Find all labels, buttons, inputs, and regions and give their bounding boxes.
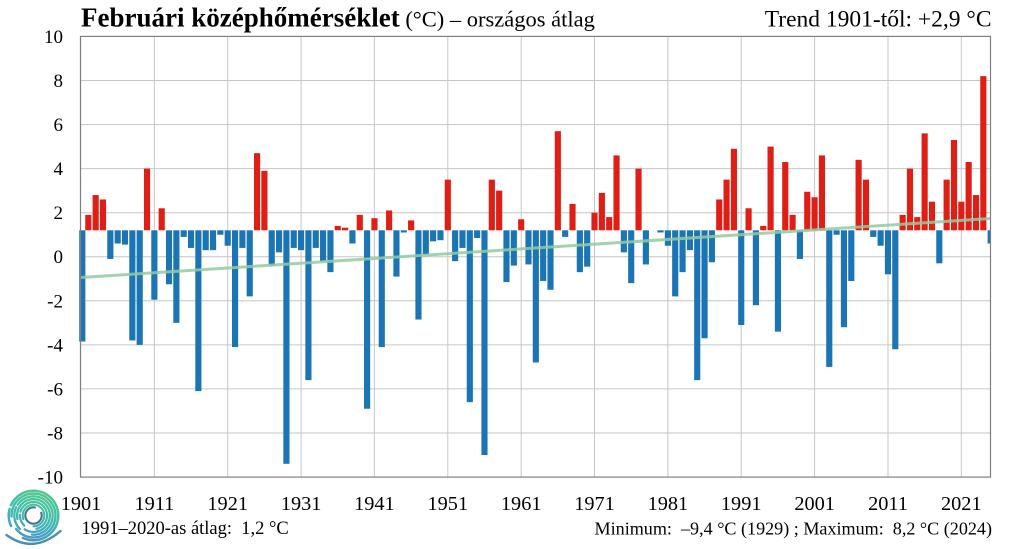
svg-text:2: 2 (54, 203, 64, 224)
svg-text:4: 4 (54, 159, 64, 180)
svg-text:2021: 2021 (941, 493, 982, 515)
svg-text:1931: 1931 (281, 493, 322, 515)
svg-text:0: 0 (54, 247, 64, 268)
svg-text:6: 6 (54, 115, 64, 136)
svg-text:8: 8 (54, 71, 64, 92)
svg-text:Trend 1901-től: +2,9 °C: Trend 1901-től: +2,9 °C (765, 7, 992, 33)
svg-text:1941: 1941 (354, 493, 395, 515)
svg-text:1991–2020-as átlag: 1,2 °C: 1991–2020-as átlag: 1,2 °C (82, 519, 289, 539)
svg-text:Minimum: –9,4 °C (1929) ; Max: Minimum: –9,4 °C (1929) ; Maximum: 8,2 °… (595, 519, 992, 540)
svg-text:Februári középhőmérséklet (°C): Februári középhőmérséklet (°C) – országo… (81, 3, 595, 33)
svg-text:10: 10 (44, 27, 63, 48)
svg-text:2001: 2001 (794, 493, 835, 515)
svg-text:1981: 1981 (648, 493, 689, 515)
svg-text:1921: 1921 (207, 493, 248, 515)
svg-text:1961: 1961 (501, 493, 542, 515)
svg-text:1911: 1911 (134, 493, 174, 515)
svg-text:-2: -2 (47, 291, 63, 312)
svg-text:1971: 1971 (574, 493, 615, 515)
svg-text:1991: 1991 (721, 493, 762, 515)
svg-text:1901: 1901 (61, 493, 102, 515)
svg-text:-8: -8 (47, 424, 63, 445)
svg-text:-10: -10 (38, 468, 63, 489)
svg-text:2011: 2011 (868, 493, 908, 515)
svg-text:-6: -6 (47, 379, 63, 400)
svg-text:-4: -4 (47, 335, 63, 356)
svg-text:1951: 1951 (428, 493, 469, 515)
